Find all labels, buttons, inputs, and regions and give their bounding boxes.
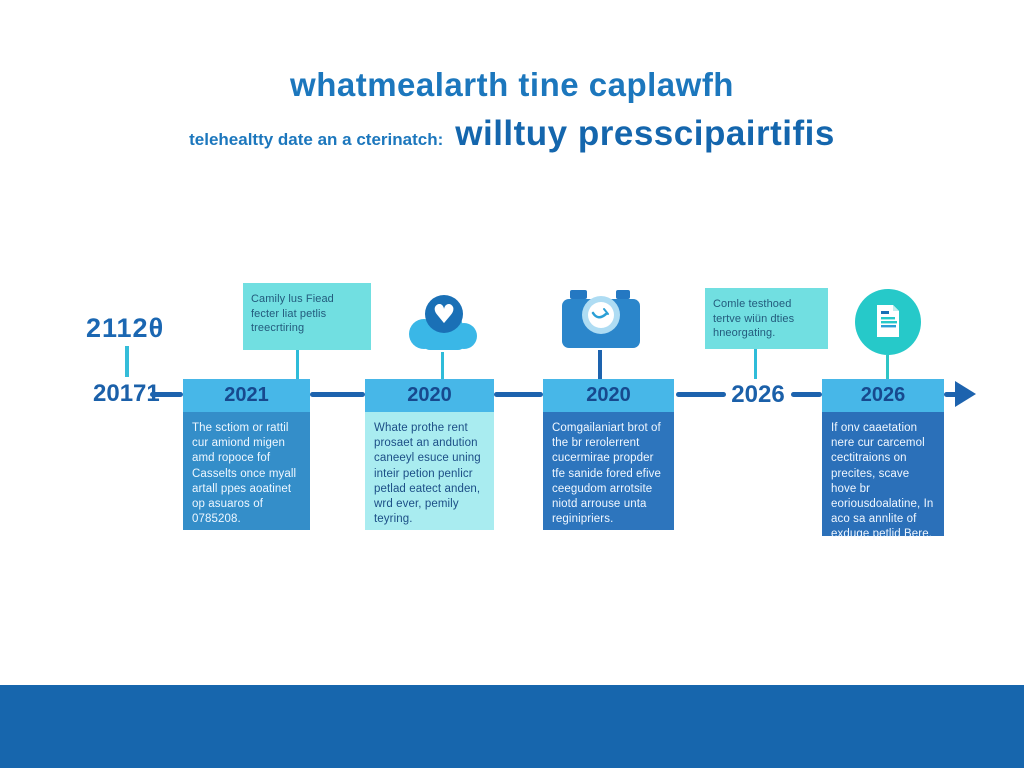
svg-text:♥: ♥ (432, 300, 455, 330)
footer-bar: I regulied irfomance affectinng pretetio… (0, 685, 1024, 768)
milestone-box-2020-b: 2020 Comgailaniart brot of the br rerole… (543, 379, 674, 530)
callout-2-connector (754, 349, 757, 379)
camera-icon (560, 288, 642, 350)
timeline-segment (150, 392, 183, 397)
page-subtitle: telehealtty date an a cterinatch: willtu… (0, 114, 1024, 154)
cloud-heart-icon: ♥ (398, 292, 490, 354)
milestone-body: Whate prothe rent prosaet an andution ca… (365, 412, 494, 530)
milestone-body: Comgailaniart brot of the br rerolerrent… (543, 412, 674, 530)
timeline-arrow-icon (955, 381, 976, 407)
milestone-body: If onv caaetation nere cur carcemol cect… (822, 412, 944, 540)
milestone-body: The sctiom or rattil cur amiond migen am… (183, 412, 310, 530)
milestone-box-2021: 2021 The sctiom or rattil cur amiond mig… (183, 379, 310, 530)
callout-1-connector (296, 350, 299, 380)
page-title: whatmealarth tine caplawfh (290, 66, 734, 103)
timeline-segment (791, 392, 822, 397)
start-year-label: 20171 (93, 380, 160, 407)
document-icon (855, 289, 921, 355)
camera-icon-connector (598, 350, 602, 380)
timeline-segment (494, 392, 543, 397)
subtitle-prefix: telehealtty date an a cterinatch: (189, 130, 444, 149)
milestone-year: 2026 (822, 379, 944, 412)
subtitle-main: willtuy presscipairtifis (455, 114, 835, 153)
start-year-tick (125, 346, 129, 377)
milestone-year: 2020 (365, 379, 494, 412)
start-year-top-label: 2112θ (86, 313, 165, 343)
timeline-segment (944, 392, 958, 397)
document-icon-connector (886, 355, 889, 380)
floating-year-label: 2026 (731, 381, 785, 408)
callout-box-2: Comle testhoed tertve wiün dties hneorga… (705, 288, 828, 349)
milestone-year: 2021 (183, 379, 310, 412)
timeline-segment (676, 392, 726, 397)
timeline-segment (310, 392, 365, 397)
milestone-box-2026: 2026 If onv caaetation nere cur carcemol… (822, 379, 944, 540)
milestone-box-2020-a: 2020 Whate prothe rent prosaet an anduti… (365, 379, 494, 530)
cloud-icon-connector (441, 352, 444, 380)
milestone-year: 2020 (543, 379, 674, 412)
callout-box-1: Camily lus Fiead fecter liat petlis tree… (243, 283, 371, 350)
